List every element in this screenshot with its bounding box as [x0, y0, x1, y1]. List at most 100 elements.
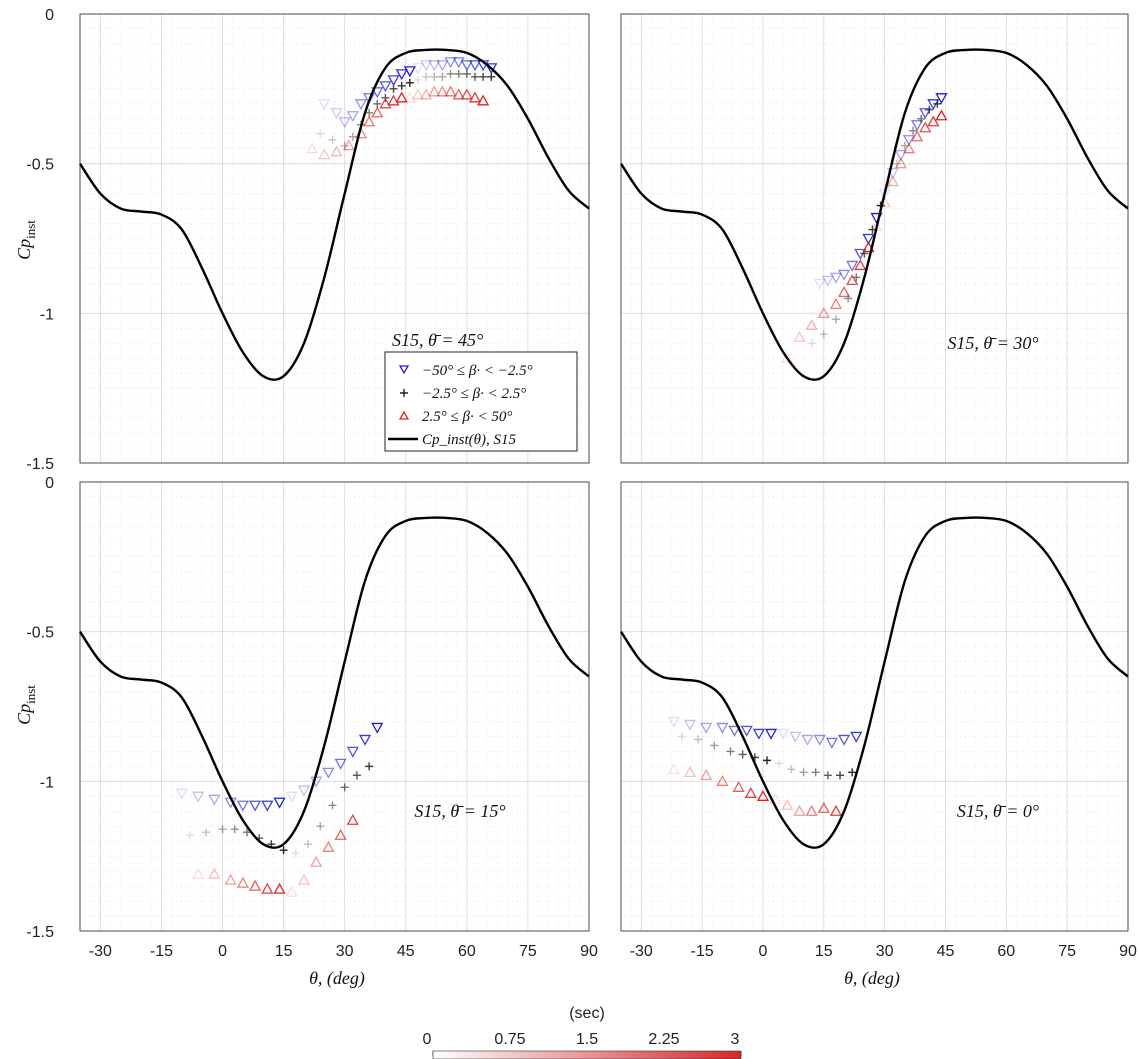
xlabel-right: θ, (deg) [844, 968, 900, 989]
data-point [819, 330, 828, 339]
data-point [789, 731, 802, 743]
series-3 [781, 109, 948, 363]
data-point [387, 94, 400, 106]
data-point [468, 60, 482, 72]
colorbar-tick-label: 2.25 [648, 1031, 679, 1048]
data-point [330, 108, 343, 120]
x-tick-label: 30 [336, 943, 354, 960]
axes-frame [620, 481, 1129, 932]
svg-text:Cpinst: Cpinst [14, 685, 38, 725]
data-point [683, 766, 697, 778]
data-point [740, 725, 753, 737]
data-point [752, 728, 766, 740]
data-point [403, 91, 416, 103]
data-point [910, 130, 924, 142]
data-point [363, 93, 376, 105]
data-point [935, 109, 948, 121]
data-point [927, 115, 940, 127]
x-tick-label: 60 [458, 943, 476, 960]
data-point [805, 804, 818, 816]
y-tick-label: -0.5 [26, 625, 54, 642]
x-tick-label: 90 [1119, 943, 1137, 960]
data-point [322, 840, 335, 852]
data-point [330, 145, 343, 157]
y-tick-label: 0 [45, 475, 54, 492]
x-tick-label: 45 [397, 943, 415, 960]
data-point [799, 768, 808, 777]
data-point [334, 828, 347, 840]
data-point [894, 150, 907, 162]
data-point [710, 741, 719, 750]
reference-curve [620, 516, 1129, 849]
data-point [387, 75, 400, 87]
ylabel-top: Cpinst [14, 220, 38, 260]
data-point [700, 769, 713, 780]
data-point [389, 84, 398, 93]
x-tick-label: -30 [630, 943, 653, 960]
data-point [316, 129, 325, 138]
series-1 [318, 57, 498, 129]
x-tick-label: 75 [519, 943, 537, 960]
series-2 [677, 732, 857, 780]
data-point [342, 139, 355, 151]
colorbar-bar [432, 1050, 742, 1059]
data-point [781, 351, 794, 363]
data-point [413, 75, 422, 84]
data-point [273, 797, 286, 809]
y-tick-label: -0.5 [26, 157, 54, 174]
x-tick-label: -30 [89, 943, 112, 960]
series-3 [305, 85, 490, 160]
data-point [422, 72, 431, 81]
data-point [452, 57, 465, 69]
series-3 [191, 813, 359, 897]
scatter-series [175, 722, 384, 897]
x-tick-label: -15 [691, 943, 714, 960]
data-point [291, 849, 300, 858]
panel-annotation: S15, θ̄ = 0° [957, 801, 1039, 821]
data-point [328, 135, 337, 144]
data-point [700, 722, 713, 734]
y-tick-label: -1.5 [26, 456, 54, 473]
data-point [191, 867, 205, 879]
data-point [910, 120, 924, 132]
data-point [365, 762, 374, 771]
legend-entry: −2.5° ≤ β· < 2.5° [400, 386, 526, 402]
data-point [397, 81, 406, 90]
scatter-series [305, 57, 498, 160]
data-point [452, 88, 465, 100]
data-point [801, 734, 814, 746]
data-point [297, 785, 311, 797]
reference-curve [79, 48, 590, 381]
data-point [716, 722, 729, 734]
svg-text:Cpinst: Cpinst [14, 220, 38, 260]
data-point [316, 822, 325, 831]
data-point [933, 99, 942, 108]
data-point [829, 804, 843, 816]
data-point [430, 72, 439, 81]
data-point [420, 88, 433, 100]
data-point [428, 85, 441, 97]
data-point [328, 801, 337, 810]
data-point [807, 339, 816, 348]
data-point [297, 873, 311, 885]
data-point [371, 722, 384, 734]
data-point [744, 786, 757, 798]
x-tick-label: 15 [275, 943, 293, 960]
data-point [462, 69, 471, 78]
data-point [322, 767, 335, 779]
panel-3: 0 -0.5 -1 -1.5 -30 -15 0 15 30 45 60 75 90 S15, θ̄ = … [26, 475, 598, 960]
data-point [781, 798, 794, 810]
data-point [763, 756, 772, 765]
panel-annotation: S15, θ̄ = 15° [414, 801, 505, 821]
data-point [273, 882, 286, 894]
series-1 [667, 716, 863, 749]
data-point [935, 93, 948, 105]
data-point [318, 99, 331, 111]
data-point [805, 318, 818, 330]
data-point [411, 88, 425, 100]
colorbar-tick-label: 0 [423, 1031, 432, 1048]
data-point [854, 259, 867, 271]
data-point [420, 60, 433, 72]
series-2 [185, 762, 374, 858]
